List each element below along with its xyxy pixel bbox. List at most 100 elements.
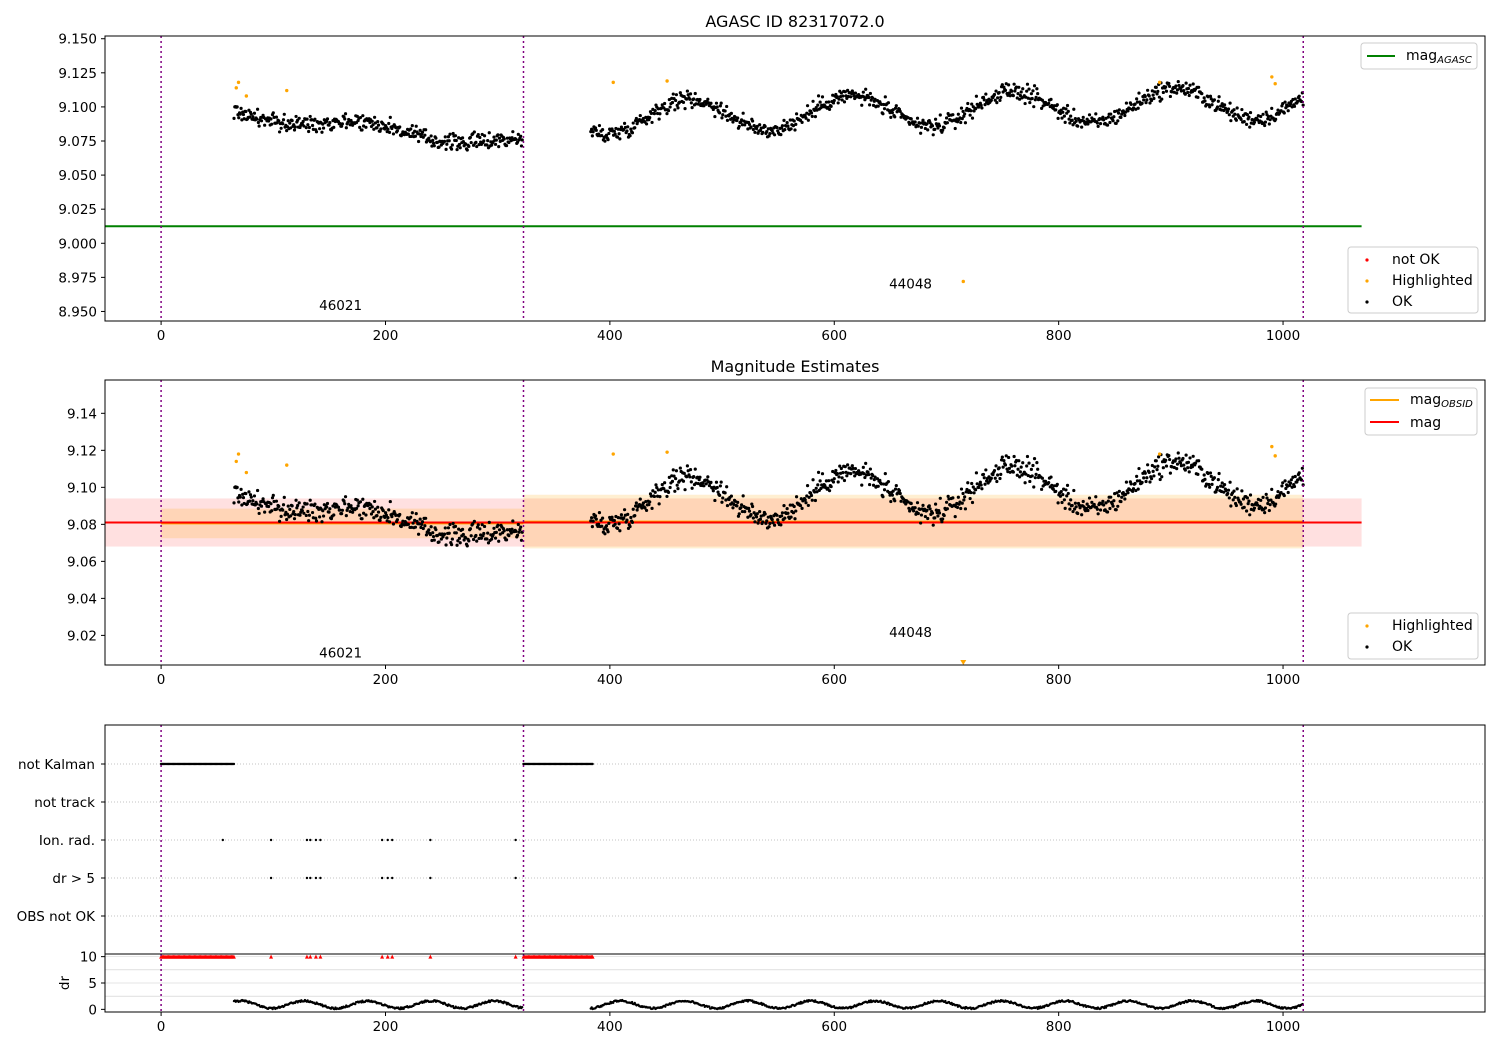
ok-point [933, 516, 937, 520]
ok-point [591, 130, 595, 134]
ok-point [239, 487, 243, 491]
ok-point [1081, 115, 1085, 119]
ok-point [1095, 507, 1099, 511]
ok-point [1064, 488, 1068, 492]
ok-point [519, 538, 524, 542]
ok-point [358, 500, 363, 504]
ok-point [1007, 466, 1012, 470]
ok-point [989, 98, 993, 102]
legend-marker-highlighted [1365, 624, 1369, 628]
ok-point [670, 479, 675, 483]
ok-point [713, 498, 717, 503]
ok-point [1202, 473, 1206, 477]
panel1-title: AGASC ID 82317072.0 [705, 12, 884, 31]
ok-point [613, 132, 617, 136]
ok-point [518, 528, 522, 532]
ok-point [373, 499, 377, 504]
ok-point [235, 105, 239, 109]
ok-point [683, 488, 687, 492]
ok-point [962, 498, 966, 502]
ok-point [247, 490, 251, 494]
ok-point [370, 505, 374, 509]
ok-point [685, 475, 689, 479]
ok-point [977, 485, 981, 490]
ok-point [925, 122, 929, 126]
ok-point [696, 481, 701, 486]
ok-point [358, 125, 362, 129]
ok-point [362, 124, 366, 128]
highlighted-point [244, 94, 249, 98]
ok-point [1096, 512, 1100, 516]
ok-point [649, 494, 653, 498]
ok-point [651, 489, 655, 493]
dr-capped-marker [231, 954, 236, 959]
ok-point [873, 475, 877, 479]
ok-point [974, 107, 978, 111]
ok-point [379, 515, 383, 519]
ok-point [285, 517, 289, 522]
ok-point [1147, 94, 1151, 98]
ok-point [928, 507, 932, 511]
ok-point [1151, 469, 1155, 473]
ok-point [893, 499, 897, 503]
ok-point [256, 120, 260, 125]
ok-point [1245, 496, 1249, 500]
ok-point [1164, 458, 1168, 462]
ok-point [325, 117, 330, 121]
ok-point [861, 465, 865, 469]
ok-point [1174, 457, 1178, 461]
ok-point [631, 121, 635, 125]
ok-point [737, 124, 741, 129]
y-tick-label: 9.000 [58, 236, 97, 252]
ok-point [1021, 461, 1025, 465]
ok-point [338, 508, 342, 512]
ok-point [1095, 121, 1099, 125]
ok-point [432, 144, 436, 148]
ok-point [749, 125, 753, 129]
ok-point [279, 514, 283, 518]
ok-point [1120, 112, 1124, 116]
ok-point [298, 513, 302, 517]
ok-point [921, 503, 925, 508]
ok-point [604, 524, 609, 528]
ok-point [235, 485, 239, 489]
ok-point [1176, 79, 1180, 84]
dr-capped-marker [380, 954, 385, 959]
ok-point [987, 475, 991, 479]
ok-point [714, 101, 719, 105]
ok-point [818, 479, 822, 483]
ok-point [1023, 101, 1027, 106]
ok-point [1074, 119, 1078, 123]
ok-point [272, 499, 276, 504]
highlighted-point [234, 459, 238, 464]
ok-point [1071, 509, 1075, 514]
ok-point [394, 513, 398, 518]
ok-point [1004, 454, 1008, 458]
dr-point [1103, 1006, 1106, 1010]
ok-point [301, 505, 305, 509]
ok-point [839, 91, 843, 95]
ok-point [409, 515, 413, 519]
ok-point [1153, 465, 1157, 469]
ok-point [845, 474, 849, 478]
ok-point [688, 97, 692, 101]
ok-point [979, 483, 983, 487]
obs-label-46021: 46021 [319, 298, 362, 314]
x-tick-label: 800 [1046, 672, 1072, 688]
dr-gt-5-point [391, 876, 394, 880]
ok-point [1062, 114, 1066, 118]
ok-point [944, 500, 949, 504]
ok-point [281, 503, 286, 507]
ok-point [1040, 487, 1044, 491]
y-tick-label: 8.950 [58, 304, 97, 320]
ok-point [666, 490, 671, 494]
ok-point [318, 515, 322, 519]
y-tick-label: 9.075 [58, 134, 97, 150]
ok-point [926, 128, 930, 132]
ok-point [282, 112, 286, 116]
dr-gt-5-point [514, 876, 517, 880]
ok-point [843, 90, 847, 94]
ok-point [918, 507, 922, 512]
ok-point [1050, 483, 1054, 487]
ok-point [1263, 123, 1267, 128]
